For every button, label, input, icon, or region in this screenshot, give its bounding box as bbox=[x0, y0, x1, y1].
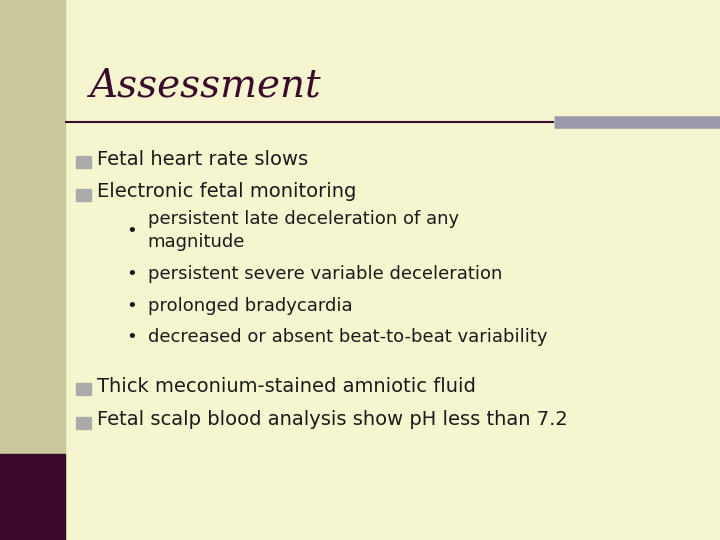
Text: decreased or absent beat-to-beat variability: decreased or absent beat-to-beat variabi… bbox=[148, 328, 547, 347]
Bar bbox=[76, 189, 91, 201]
Text: Fetal scalp blood analysis show pH less than 7.2: Fetal scalp blood analysis show pH less … bbox=[97, 410, 568, 429]
Bar bbox=[76, 383, 91, 395]
Text: •: • bbox=[126, 297, 137, 315]
Text: Thick meconium-stained amniotic fluid: Thick meconium-stained amniotic fluid bbox=[97, 376, 476, 396]
Text: •: • bbox=[126, 328, 137, 347]
Bar bbox=[0, 454, 65, 540]
Text: prolonged bradycardia: prolonged bradycardia bbox=[148, 297, 352, 315]
Text: Fetal heart rate slows: Fetal heart rate slows bbox=[97, 150, 308, 169]
Text: persistent late deceleration of any
magnitude: persistent late deceleration of any magn… bbox=[148, 210, 459, 252]
Text: •: • bbox=[126, 221, 137, 240]
Text: Assessment: Assessment bbox=[90, 68, 322, 105]
Bar bbox=[0, 0, 65, 540]
Text: •: • bbox=[126, 265, 137, 283]
Text: Electronic fetal monitoring: Electronic fetal monitoring bbox=[97, 182, 356, 201]
Bar bbox=[76, 417, 91, 429]
Bar bbox=[76, 157, 91, 168]
Text: persistent severe variable deceleration: persistent severe variable deceleration bbox=[148, 265, 502, 283]
